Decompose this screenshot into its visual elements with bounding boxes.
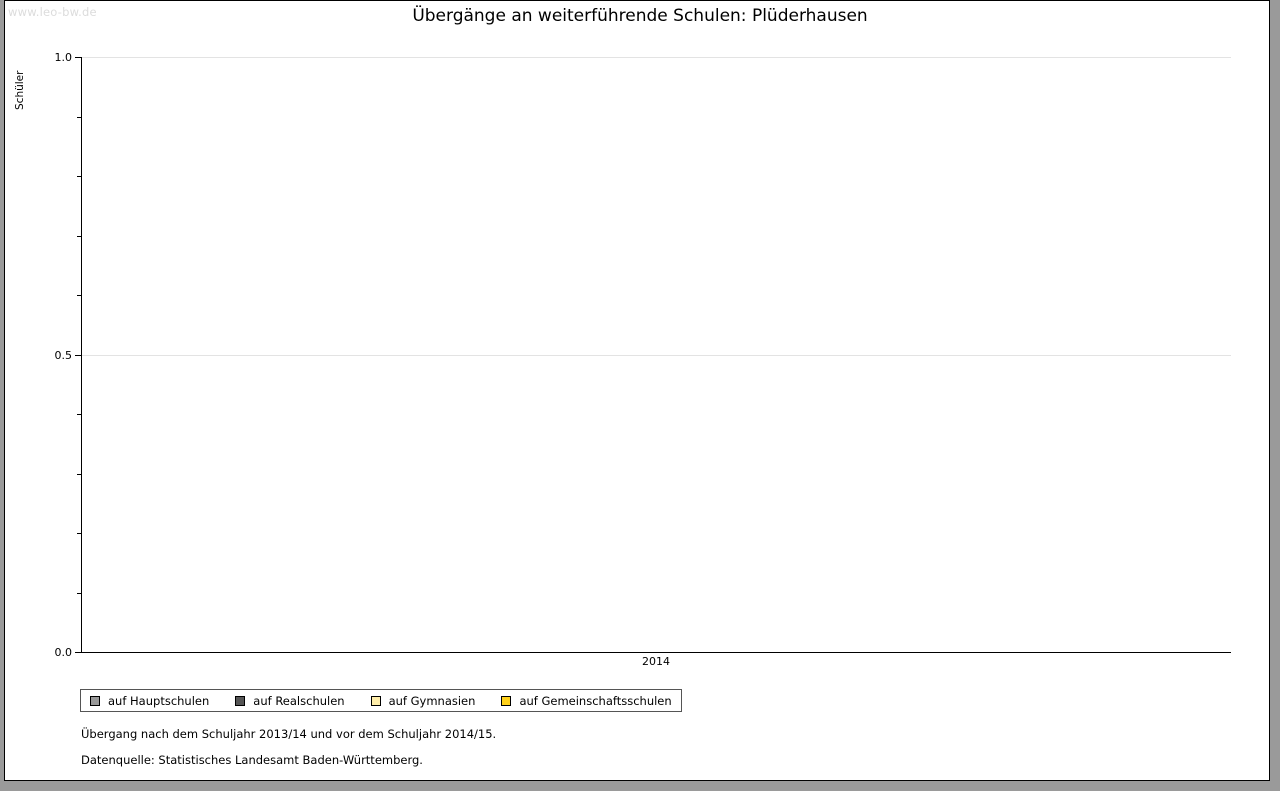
y-tick-minor bbox=[77, 116, 82, 118]
x-axis-line bbox=[81, 652, 1231, 653]
legend-swatch-icon bbox=[235, 695, 246, 706]
y-tick-minor bbox=[77, 235, 82, 237]
y-tick-minor bbox=[77, 295, 82, 296]
legend-item[interactable]: auf Gemeinschaftsschulen bbox=[501, 693, 672, 708]
x-tick-label: 2014 bbox=[642, 655, 670, 668]
legend-item[interactable]: auf Hauptschulen bbox=[90, 694, 209, 708]
legend-item-label: auf Gemeinschaftsschulen bbox=[519, 693, 672, 708]
legend-item[interactable]: auf Realschulen bbox=[235, 693, 345, 708]
y-tick-major bbox=[75, 652, 82, 653]
chart-title: Übergänge an weiterführende Schulen: Plü… bbox=[412, 6, 868, 26]
y-tick-major bbox=[75, 57, 82, 58]
legend-item[interactable]: auf Gymnasien bbox=[370, 693, 476, 708]
y-tick-label-text: 1.0 bbox=[54, 51, 73, 64]
y-tick-minor bbox=[77, 414, 82, 415]
y-tick-label: 1.0 bbox=[8, 51, 73, 64]
y-tick-minor bbox=[77, 592, 82, 594]
watermark-leo-bw: www.leo-bw.de bbox=[8, 5, 97, 19]
y-tick-label: 0.5 bbox=[8, 348, 73, 362]
y-axis-label-text: Schüler bbox=[14, 70, 26, 110]
y-tick-minor bbox=[77, 473, 82, 475]
y-tick-label-text: 0.5 bbox=[54, 348, 73, 362]
legend-item-label: auf Realschulen bbox=[253, 693, 345, 708]
gridline bbox=[81, 354, 1231, 356]
chart-legend: auf Hauptschulen auf Realschulen auf Gymna… bbox=[80, 689, 682, 712]
y-tick-label-text: 0.0 bbox=[54, 646, 73, 659]
footnote-source: Datenquelle: Statistisches Landesamt Bad… bbox=[81, 753, 423, 767]
legend-swatch-icon bbox=[370, 695, 381, 706]
legend-swatch-icon bbox=[90, 695, 100, 706]
legend-swatch-icon bbox=[501, 695, 512, 706]
footnote-period: Übergang nach dem Schuljahr 2013/14 und … bbox=[81, 727, 497, 741]
legend-item-label: auf Gymnasien bbox=[388, 693, 476, 708]
gridline bbox=[81, 57, 1231, 58]
y-tick-minor bbox=[77, 176, 82, 177]
y-tick-major bbox=[75, 354, 82, 356]
y-tick-minor bbox=[77, 533, 82, 534]
legend-item-label: auf Hauptschulen bbox=[108, 693, 210, 708]
y-tick-label: 0.0 bbox=[8, 646, 73, 659]
